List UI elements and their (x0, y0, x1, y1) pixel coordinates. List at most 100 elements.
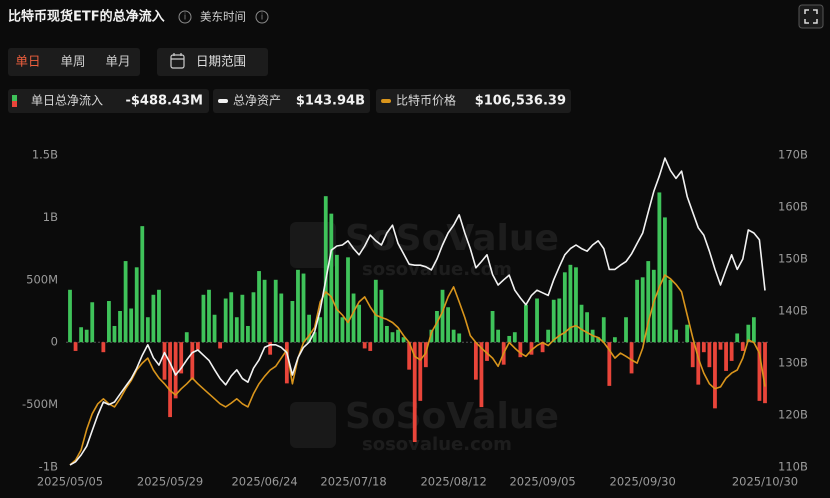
bar (429, 329, 434, 343)
bar (579, 304, 584, 343)
watermark-text: SoSoValue (345, 218, 559, 259)
bar (629, 342, 634, 374)
bar (351, 293, 356, 343)
bar (257, 271, 261, 343)
bar (601, 317, 606, 343)
watermark-text: SoSoValue (345, 396, 559, 437)
legend-swatch (12, 95, 17, 101)
bar (407, 342, 412, 370)
bar (307, 314, 311, 343)
x-tick-label: 2025/09/30 (610, 475, 676, 489)
bar (473, 342, 478, 380)
bar (657, 192, 662, 343)
tab[interactable]: 单月 (105, 54, 130, 69)
info-icon-glyph: i (184, 13, 187, 23)
bar (68, 289, 72, 343)
date-range-button[interactable]: 日期范围 (157, 48, 268, 76)
legend-value: $143.94B (296, 94, 365, 109)
bar (129, 308, 134, 343)
bar (246, 325, 250, 343)
info-icon[interactable] (178, 10, 192, 24)
bar (551, 299, 556, 343)
bar (585, 312, 589, 343)
info-icon[interactable] (255, 10, 269, 24)
bar (624, 317, 628, 343)
bar (346, 257, 350, 343)
legend-swatch (381, 99, 391, 103)
bar (496, 329, 501, 343)
bar (262, 279, 267, 343)
expand-icon (804, 9, 818, 24)
x-tick-label: 2025/08/12 (420, 475, 486, 489)
bar (184, 332, 189, 343)
bar (701, 342, 706, 353)
bar (418, 342, 423, 401)
bar (234, 317, 239, 343)
bar (290, 301, 295, 343)
y2-tick-label: 170B (778, 148, 808, 162)
line (69, 274, 766, 466)
bar (574, 267, 578, 343)
tab[interactable]: 单周 (60, 54, 85, 69)
y2-tick-label: 130B (778, 356, 808, 370)
bar (412, 342, 417, 443)
bar (323, 196, 328, 343)
bar (713, 342, 717, 409)
bar (446, 307, 450, 343)
bar (101, 342, 106, 353)
expand-box (798, 4, 824, 29)
bar (457, 333, 462, 343)
legend-pill (8, 89, 209, 113)
bar (373, 279, 378, 343)
legend-pill (213, 89, 370, 113)
x-tick-label: 2025/05/29 (137, 475, 203, 489)
bar (268, 342, 273, 355)
bar (362, 342, 367, 349)
bar (690, 342, 695, 368)
bar (223, 298, 228, 343)
bar (207, 289, 211, 343)
bar (674, 329, 678, 343)
bar (84, 329, 89, 343)
bar (751, 317, 756, 343)
bar (118, 311, 122, 343)
line (69, 157, 766, 466)
legend-swatch (12, 101, 17, 107)
bar (134, 267, 139, 343)
y-tick-label: 500M (26, 272, 58, 286)
bar (179, 342, 184, 374)
watermark: SoSoValue sosovalue.com SoSoValue sosova… (290, 218, 559, 455)
bar (529, 342, 534, 355)
bar (696, 342, 701, 385)
y-tick-label: -1B (39, 460, 58, 474)
bar (740, 342, 745, 351)
bar (162, 342, 167, 380)
bar (140, 226, 145, 343)
y-tick-label: 1B (43, 210, 58, 224)
expand-button[interactable] (798, 4, 824, 29)
bar (507, 335, 512, 343)
bar (73, 342, 78, 351)
legend-swatch (218, 99, 228, 103)
bar (357, 304, 362, 343)
x-tick-label: 2025/07/18 (320, 475, 386, 489)
y-tick-label: 0 (51, 335, 58, 349)
bar (479, 342, 484, 408)
bar (201, 294, 206, 343)
bar (451, 329, 456, 343)
bar (546, 329, 551, 343)
bar (724, 342, 728, 371)
bar (385, 325, 389, 343)
tab[interactable]: 单日 (15, 54, 40, 69)
bar (151, 294, 156, 343)
legend-label: 总净资产 (233, 94, 281, 108)
calendar-icon-lines (171, 53, 184, 60)
bar (334, 254, 339, 343)
bar (646, 261, 651, 343)
bar (229, 292, 234, 343)
bar (763, 342, 767, 404)
bar (301, 273, 306, 343)
bar (485, 342, 489, 361)
y2-tick-label: 160B (778, 200, 808, 214)
